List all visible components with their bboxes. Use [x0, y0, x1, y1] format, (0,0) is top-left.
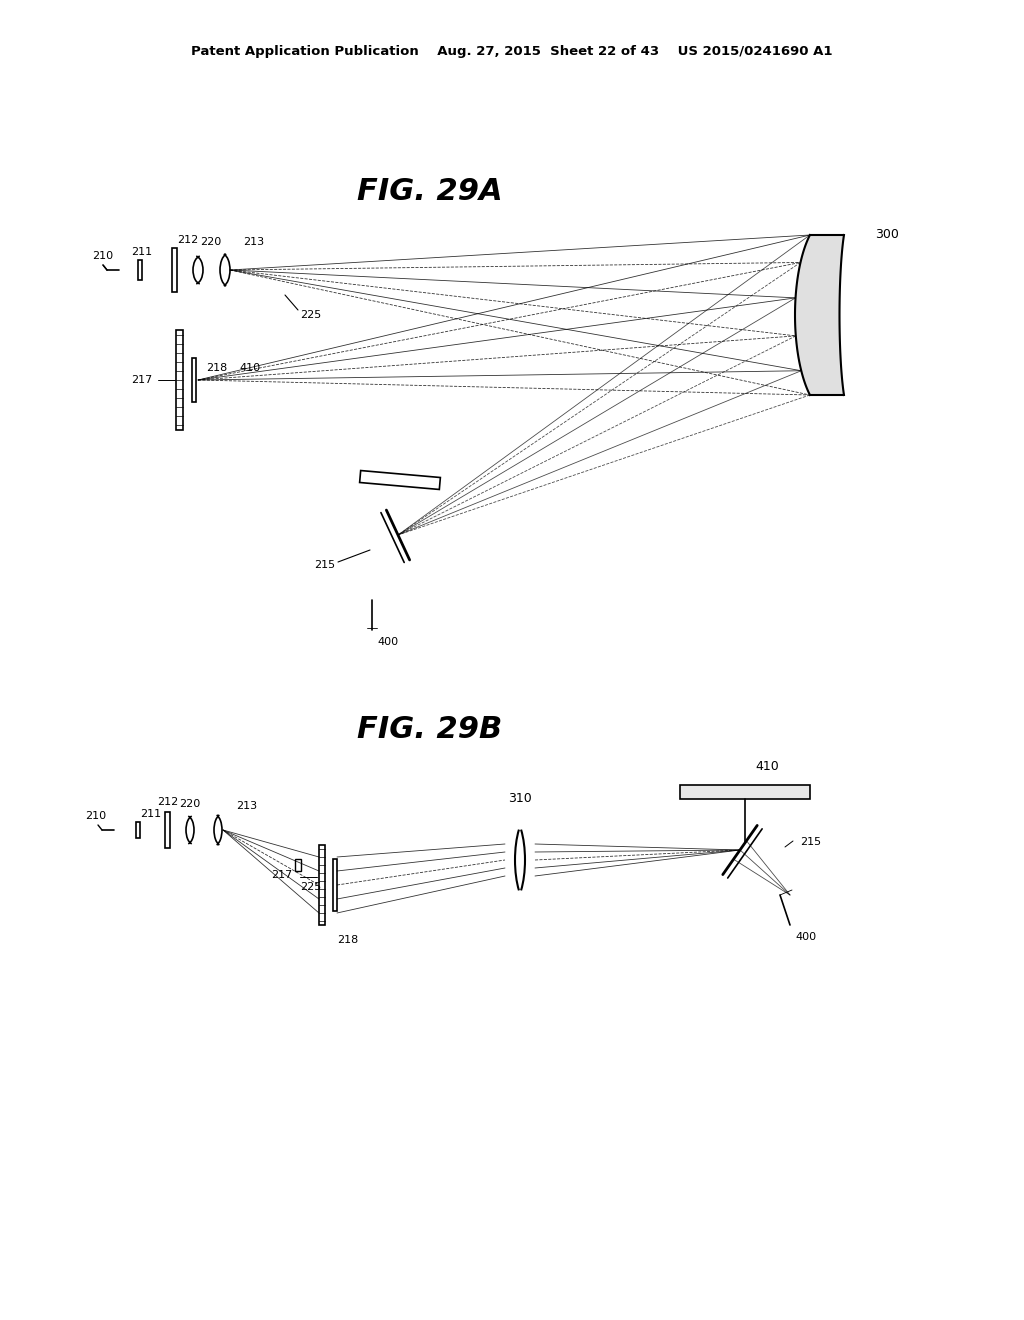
- Text: FIG. 29A: FIG. 29A: [357, 177, 503, 206]
- Text: 400: 400: [795, 932, 816, 942]
- Text: 215: 215: [800, 837, 821, 847]
- Bar: [176, 330, 183, 430]
- Text: 211: 211: [140, 809, 161, 818]
- Text: 410: 410: [239, 363, 260, 374]
- Bar: [165, 812, 170, 847]
- Text: 217: 217: [131, 375, 152, 385]
- Text: 218: 218: [337, 935, 358, 945]
- Polygon shape: [795, 235, 844, 395]
- Text: 211: 211: [131, 247, 153, 257]
- Text: 225: 225: [300, 882, 322, 892]
- Bar: [136, 822, 140, 838]
- Text: 220: 220: [200, 238, 221, 247]
- Bar: [138, 260, 142, 280]
- Text: 213: 213: [236, 801, 257, 810]
- Bar: [193, 358, 196, 403]
- Bar: [172, 248, 177, 292]
- Text: 212: 212: [177, 235, 199, 246]
- Text: 300: 300: [874, 228, 899, 242]
- Text: 210: 210: [92, 251, 114, 261]
- Bar: [319, 845, 325, 925]
- Text: 400: 400: [377, 638, 398, 647]
- Text: 225: 225: [300, 310, 322, 319]
- Text: 310: 310: [508, 792, 531, 805]
- Text: 213: 213: [243, 238, 264, 247]
- Text: 212: 212: [158, 797, 178, 807]
- Text: FIG. 29B: FIG. 29B: [357, 715, 503, 744]
- Text: 218: 218: [206, 363, 227, 374]
- Bar: [295, 859, 301, 871]
- Text: 410: 410: [755, 760, 778, 774]
- Bar: [680, 785, 810, 799]
- Text: Patent Application Publication    Aug. 27, 2015  Sheet 22 of 43    US 2015/02416: Patent Application Publication Aug. 27, …: [191, 45, 833, 58]
- Text: 210: 210: [85, 810, 106, 821]
- Text: 220: 220: [179, 799, 201, 809]
- Text: 215: 215: [314, 560, 335, 570]
- Bar: [333, 859, 337, 911]
- Text: 217: 217: [270, 870, 292, 880]
